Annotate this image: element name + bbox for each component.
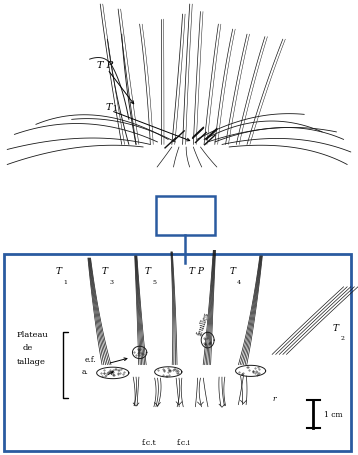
Text: e.f.: e.f. <box>84 355 96 363</box>
Text: f.c.i: f.c.i <box>177 438 191 446</box>
Text: T: T <box>55 267 62 276</box>
Text: T P: T P <box>97 61 113 70</box>
Text: 4: 4 <box>237 279 241 284</box>
Text: T: T <box>106 102 112 111</box>
Text: tallage: tallage <box>16 357 45 365</box>
Text: T: T <box>145 267 151 276</box>
Text: de: de <box>23 344 33 352</box>
Text: 1: 1 <box>63 279 67 284</box>
Text: 3: 3 <box>110 279 114 284</box>
Text: r: r <box>272 394 276 402</box>
Text: 1: 1 <box>112 105 117 113</box>
Text: Plateau: Plateau <box>16 330 48 339</box>
Text: T: T <box>333 323 339 332</box>
Text: a.: a. <box>82 368 88 375</box>
Text: feuilles: feuilles <box>197 311 212 336</box>
Text: 2: 2 <box>341 335 345 340</box>
Text: T: T <box>229 267 235 276</box>
Bar <box>156 197 215 235</box>
Text: T P: T P <box>189 267 204 276</box>
Text: f.c.t: f.c.t <box>141 438 156 446</box>
Text: 5: 5 <box>153 279 157 284</box>
Text: 1 cm: 1 cm <box>324 410 343 418</box>
Text: T: T <box>102 267 108 276</box>
